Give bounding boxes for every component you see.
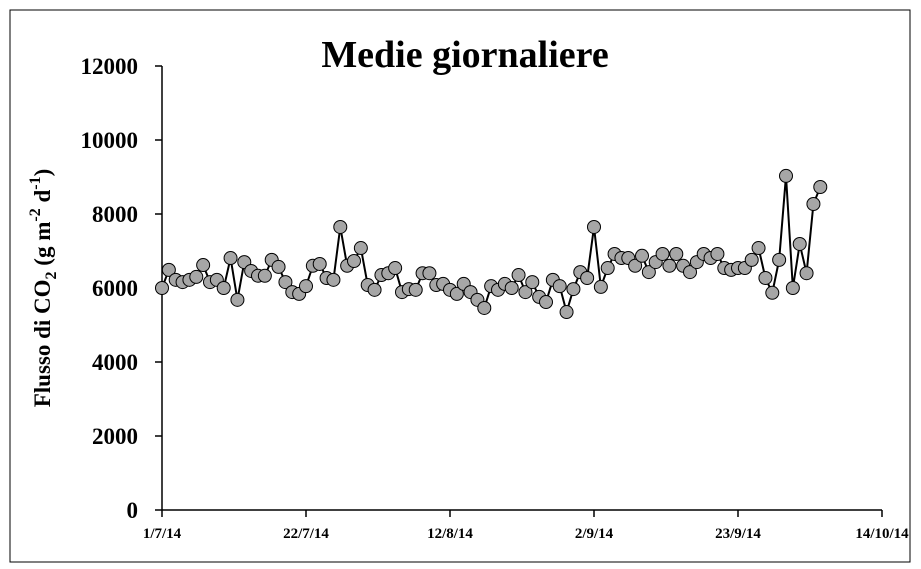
- data-point: [257, 268, 272, 283]
- data-point: [799, 266, 814, 281]
- y-tick-label: 2000: [92, 424, 138, 449]
- data-point: [326, 272, 341, 287]
- data-point: [566, 282, 581, 297]
- data-point: [751, 241, 766, 256]
- data-point: [779, 168, 793, 183]
- y-tick-label: 10000: [81, 128, 139, 153]
- y-axis-label-part: 2: [43, 271, 60, 279]
- data-point: [525, 275, 540, 290]
- data-point: [772, 252, 787, 267]
- x-tick-label: 14/10/14: [855, 526, 909, 542]
- y-axis-label-part: -1: [27, 176, 44, 189]
- y-tick-label: 6000: [92, 276, 138, 301]
- data-point: [758, 271, 773, 286]
- x-tick-label: 22/7/14: [283, 526, 329, 542]
- data-point: [161, 262, 176, 277]
- data-point: [806, 197, 821, 212]
- chart-title: Medie giornaliere: [321, 34, 608, 76]
- data-point: [539, 295, 553, 310]
- data-point: [155, 281, 169, 295]
- x-tick-label: 23/9/14: [715, 526, 761, 542]
- data-point: [196, 258, 211, 273]
- data-point: [683, 265, 697, 280]
- data-point: [744, 252, 759, 267]
- y-axis-label-part: (g m: [30, 222, 55, 272]
- x-tick-label: 12/8/14: [427, 526, 473, 542]
- data-point: [792, 236, 807, 251]
- y-tick-label: 12000: [81, 54, 139, 79]
- data-point: [367, 282, 382, 297]
- y-axis-label-part: ): [30, 169, 55, 177]
- data-point: [449, 286, 464, 301]
- data-point: [641, 265, 656, 280]
- data-point: [580, 271, 595, 286]
- y-tick-label: 4000: [92, 350, 138, 375]
- data-point: [408, 282, 423, 297]
- x-tick-label: 2/9/14: [575, 526, 614, 542]
- data-point: [655, 246, 670, 261]
- x-tick-label: 1/7/14: [143, 526, 182, 542]
- data-point: [765, 285, 780, 300]
- data-point: [518, 285, 533, 300]
- y-axis-label: Flusso di CO2 (g m-2 d-1): [27, 169, 60, 408]
- data-point: [189, 269, 204, 284]
- data-point: [669, 246, 684, 261]
- data-point: [662, 258, 677, 273]
- data-point: [223, 251, 238, 266]
- data-point: [628, 258, 643, 273]
- data-point: [504, 281, 519, 295]
- data-point: [813, 179, 828, 194]
- y-axis-label-part: -2: [27, 208, 44, 221]
- data-point: [299, 279, 313, 294]
- data-point: [635, 248, 649, 263]
- y-axis-label-part: Flusso di CO: [30, 279, 55, 407]
- data-point: [593, 279, 608, 294]
- data-point: [552, 279, 567, 294]
- y-tick-label: 0: [127, 498, 139, 523]
- data-point: [216, 281, 231, 295]
- data-point: [559, 305, 574, 320]
- y-tick-label: 8000: [92, 202, 138, 227]
- data-point: [388, 261, 403, 276]
- data-point: [600, 261, 615, 276]
- data-point: [333, 219, 348, 234]
- y-axis-label-part: d: [30, 190, 55, 209]
- data-point: [230, 292, 245, 307]
- data-point: [785, 281, 800, 295]
- data-point: [278, 275, 293, 290]
- data-point: [710, 246, 725, 261]
- data-point: [422, 266, 437, 281]
- data-point: [587, 219, 601, 234]
- data-point: [353, 241, 368, 256]
- data-point: [312, 256, 327, 271]
- chart-frame: [9, 9, 911, 563]
- data-point: [347, 253, 361, 268]
- data-point: [271, 259, 286, 274]
- data-point: [477, 300, 492, 315]
- data-point: [511, 268, 526, 283]
